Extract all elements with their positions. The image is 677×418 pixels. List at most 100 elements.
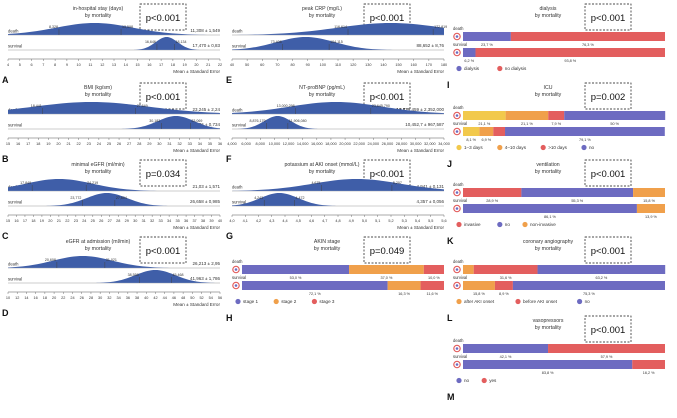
mean-label-death: 11,308 ± 1,549: [190, 28, 220, 33]
group-label-survival: survival: [232, 275, 246, 280]
x-tick-label: 20: [48, 219, 52, 223]
x-tick-label: 8,000: [256, 142, 266, 146]
group-label-survival: survival: [453, 121, 467, 126]
bar-segment-death: [349, 265, 424, 274]
chart-subtitle: by mortality: [85, 246, 112, 252]
x-tick-label: 30: [98, 296, 102, 300]
segment-label: 86,1 %: [544, 215, 556, 219]
ci-label: 4,243: [254, 196, 263, 200]
chart-title: dialysis: [539, 6, 556, 12]
chart-subtitle: by mortality: [309, 169, 336, 175]
x-tick-label: 28: [137, 142, 141, 146]
pvalue-box: [363, 236, 411, 264]
bar-segment-survival: [632, 360, 665, 369]
x-tick-label: 4,6: [309, 219, 314, 223]
bar-segment-death: [633, 188, 665, 197]
x-tick-label: 6: [30, 63, 32, 67]
group-label-death: death: [232, 185, 243, 190]
bar-segment-death: [564, 111, 666, 120]
chart-title: ICU: [544, 85, 553, 91]
x-tick-label: 28,000: [396, 142, 408, 146]
pvalue-text: p<0.001: [146, 246, 181, 257]
panel-letter: L: [447, 313, 453, 323]
ci-label: 23,645,790: [372, 104, 390, 108]
pvalue-text: p=0.034: [146, 169, 181, 180]
ci-label: 31,021: [106, 258, 117, 262]
bar-segment-survival: [494, 281, 513, 290]
panel-letter: E: [226, 75, 232, 85]
x-tick-label: 7: [42, 63, 44, 67]
x-tick-label: 17: [159, 63, 163, 67]
panel-letter: H: [226, 313, 233, 323]
density-curve-survival: [95, 270, 216, 283]
x-tick-label: 5,5: [428, 219, 433, 223]
segment-label: 16,3 %: [398, 292, 410, 296]
x-tick-label: 21: [57, 219, 61, 223]
chart-subtitle: by mortality: [309, 92, 336, 98]
legend-label: no: [464, 378, 470, 383]
mean-label-death: 21,03 ± 1,571: [193, 184, 221, 189]
x-tick-label: 32: [150, 219, 154, 223]
x-tick-label: 54: [209, 296, 213, 300]
mean-label-survival: 10,452,7 ± 967,587: [405, 122, 444, 127]
group-label-survival: survival: [453, 275, 467, 280]
legend-label: >10 days: [548, 145, 567, 150]
density-curve-survival: [121, 116, 220, 129]
x-tick-label: 22: [77, 142, 81, 146]
x-axis-label: Mean ± Standard Error: [397, 69, 444, 74]
mean-label-survival: 41,963 ± 1,786: [190, 276, 220, 281]
ci-label: 27,604: [116, 196, 127, 200]
donut-icon-center: [455, 130, 459, 133]
pvalue-text: p<0.001: [591, 169, 626, 180]
segment-label: 63,2 %: [595, 276, 607, 280]
bar-segment-death: [521, 188, 634, 197]
legend-label: yes: [489, 378, 497, 383]
density-curve-death: [232, 23, 444, 35]
x-tick-label: 20,000: [339, 142, 351, 146]
legend-swatch: [515, 298, 521, 305]
ci-label: 27,649: [137, 104, 148, 108]
x-tick-label: 21: [66, 142, 70, 146]
chart-subtitle: by mortality: [535, 325, 562, 331]
pvalue-box: [584, 236, 632, 264]
legend-label: stage 3: [319, 299, 335, 304]
x-tick-label: 18,000: [325, 142, 337, 146]
bar-segment-death: [463, 344, 549, 353]
group-label-death: death: [453, 338, 464, 343]
legend-label: non-invasive: [530, 222, 556, 227]
bar-segment-survival: [512, 281, 665, 290]
x-tick-label: 40: [218, 219, 222, 223]
x-tick-label: 150: [395, 63, 401, 67]
x-tick-label: 28: [116, 219, 120, 223]
bar-segment-survival: [505, 127, 665, 136]
legend-swatch: [456, 298, 462, 305]
pvalue-text: p<0.001: [146, 92, 181, 103]
x-tick-label: 29: [125, 219, 129, 223]
x-tick-label: 13: [112, 63, 116, 67]
x-tick-label: 48: [181, 296, 185, 300]
x-tick-label: 36: [184, 219, 188, 223]
legend-swatch: [497, 65, 503, 72]
segment-label: 83,8 %: [542, 371, 554, 375]
panel-potassium: potassium at AKI onset (mmol/L)by mortal…: [226, 159, 447, 241]
x-tick-label: 19: [46, 142, 50, 146]
ci-label: 17,849: [20, 181, 31, 185]
segment-label: 31,6 %: [500, 276, 512, 280]
chart-subtitle: by mortality: [309, 13, 336, 19]
x-tick-label: 18: [171, 63, 175, 67]
ci-label: 18,441: [31, 104, 42, 108]
x-axis-label: Mean ± Standard Error: [397, 225, 444, 230]
legend-label: no: [505, 222, 511, 227]
x-tick-label: 90: [306, 63, 310, 67]
segment-label: 7,9 %: [551, 122, 561, 126]
segment-label: 16,2 %: [643, 371, 655, 375]
group-label-death: death: [8, 262, 19, 267]
group-label-death: death: [453, 182, 464, 187]
x-axis-label: Mean ± Standard Error: [397, 148, 444, 153]
bar-segment-survival: [420, 281, 444, 290]
x-tick-label: 30: [133, 219, 137, 223]
segment-label: 8,9 %: [499, 292, 509, 296]
x-tick-label: 35: [175, 219, 179, 223]
